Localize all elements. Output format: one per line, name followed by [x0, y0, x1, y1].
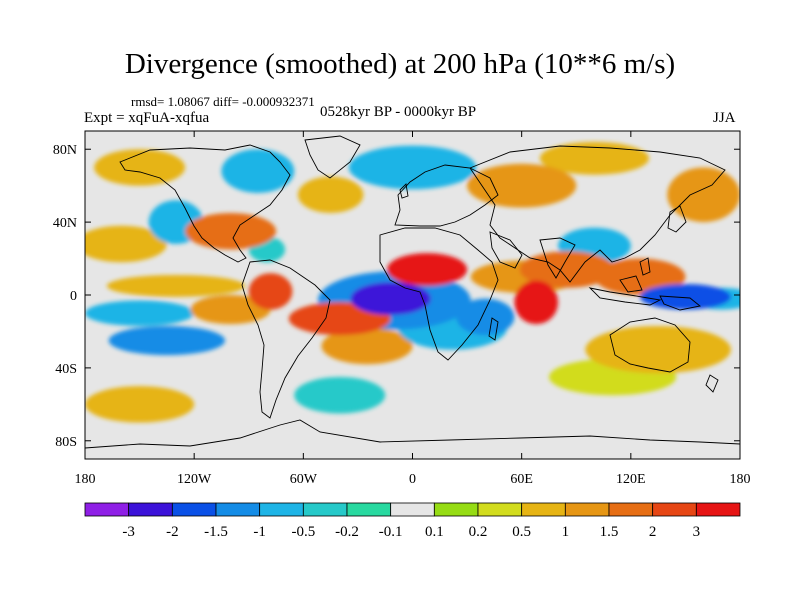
- colorbar-label: -0.1: [379, 524, 403, 540]
- field-anomaly: [108, 325, 226, 356]
- field-anomaly: [456, 298, 515, 336]
- colorbar-swatch: [564, 502, 610, 517]
- colorbar-swatch: [259, 502, 304, 517]
- coastline-philippines: [639, 257, 651, 276]
- field-anomaly: [514, 280, 559, 325]
- colorbar-label: 1: [562, 524, 570, 540]
- colorbar-label: 2: [649, 524, 657, 540]
- coastline-arabia: [489, 231, 523, 269]
- colorbar-swatch: [521, 502, 566, 517]
- colorbar-swatch: [695, 502, 741, 517]
- colorbar-swatch: [346, 502, 392, 517]
- field-anomaly: [585, 325, 731, 374]
- coastline-new-zealand: [705, 374, 719, 393]
- coastlines: [85, 135, 740, 449]
- field-anomaly: [667, 167, 740, 223]
- colorbar-label: -1: [253, 524, 266, 540]
- field-anomaly: [221, 149, 295, 193]
- field-anomaly: [85, 386, 195, 423]
- colorbar-label: -2: [166, 524, 179, 540]
- field-anomaly: [639, 284, 731, 310]
- field-anomaly: [94, 149, 186, 186]
- season-label: JJA: [713, 110, 736, 126]
- coastline-new-guinea: [659, 295, 702, 311]
- coastline-indonesia: [588, 287, 662, 306]
- period-label: 0528kyr BP - 0000kyr BP: [320, 104, 477, 120]
- divergence-field: [85, 141, 740, 423]
- y-tick-label: 40N: [53, 216, 77, 231]
- colorbar-label: 3: [693, 524, 701, 540]
- y-tick-label: 80S: [55, 435, 77, 450]
- colorbar-label: -3: [122, 524, 135, 540]
- experiment-label: Expt = xqFuA-xqfua: [84, 110, 210, 126]
- x-tick-label: 0: [409, 472, 416, 487]
- coastline-antarctica: [85, 419, 740, 449]
- coastline-uk: [399, 183, 409, 199]
- coastline-greenland: [304, 135, 361, 179]
- coastline-africa: [379, 227, 499, 361]
- x-tick-label: 180: [730, 472, 751, 487]
- colorbar-label: 0.1: [425, 524, 444, 540]
- y-tick-label: 40S: [55, 362, 77, 377]
- field-anomaly: [350, 282, 431, 316]
- axes: 180 120W 60W 0 60E 120E 180 80N 40N 0 40S 80S: [53, 131, 751, 487]
- field-anomaly: [248, 273, 293, 310]
- coastline-asia: [469, 145, 726, 283]
- coastline-japan: [667, 205, 687, 233]
- colorbar-swatch: [390, 502, 435, 517]
- colorbar-label: 1.5: [600, 524, 619, 540]
- x-tick-label: 120E: [616, 472, 646, 487]
- coastline-borneo: [619, 275, 643, 293]
- field-anomaly: [519, 251, 615, 288]
- field-anomaly: [348, 145, 477, 190]
- coastline-australia: [609, 317, 691, 373]
- colorbar: -3 -2 -1.5 -1 -0.5 -0.2 -0.1 0.1 0.2 0.5 1 1.5 2 3: [84, 502, 741, 540]
- colorbar-swatch: [84, 502, 130, 517]
- field-anomaly: [539, 141, 650, 175]
- plot-area: [84, 130, 741, 460]
- field-anomaly: [85, 300, 195, 326]
- field-anomaly: [85, 225, 167, 263]
- colorbar-label: 0.2: [469, 524, 488, 540]
- colorbar-label: -0.2: [335, 524, 359, 540]
- coastline-europe: [394, 164, 499, 227]
- field-anomaly: [321, 327, 413, 365]
- colorbar-swatch: [477, 502, 523, 517]
- coastline-india: [539, 237, 576, 279]
- field-anomaly: [106, 274, 246, 297]
- colorbar-label: 0.5: [512, 524, 531, 540]
- map-title: Divergence (smoothed) at 200 hPa (10**6 …: [124, 48, 676, 80]
- field-anomaly: [467, 163, 577, 208]
- coastline-north-america: [119, 144, 291, 263]
- colorbar-swatch: [302, 502, 348, 517]
- x-tick-label: 120W: [177, 472, 212, 487]
- colorbar-label: -0.5: [291, 524, 315, 540]
- colorbar-swatch: [433, 502, 479, 517]
- colorbar-swatch: [128, 502, 173, 517]
- field-anomaly: [294, 377, 386, 414]
- coastline-south-america: [241, 259, 331, 419]
- field-anomaly: [387, 253, 468, 286]
- field-anomaly: [190, 295, 271, 325]
- y-tick-label: 0: [70, 289, 77, 304]
- colorbar-swatch: [608, 502, 654, 517]
- field-anomaly: [297, 176, 364, 213]
- colorbar-swatch: [215, 502, 261, 517]
- stats-text: rmsd= 1.08067 diff= -0.000932371: [131, 94, 315, 109]
- colorbar-label: -1.5: [204, 524, 228, 540]
- x-tick-label: 60E: [510, 472, 533, 487]
- x-tick-label: 60W: [290, 472, 318, 487]
- colorbar-swatch: [171, 502, 217, 517]
- coastline-madagascar: [488, 317, 499, 341]
- field-anomaly: [185, 213, 277, 250]
- x-tick-label: 180: [75, 472, 96, 487]
- colorbar-swatch: [652, 502, 697, 517]
- y-tick-label: 80N: [53, 143, 77, 158]
